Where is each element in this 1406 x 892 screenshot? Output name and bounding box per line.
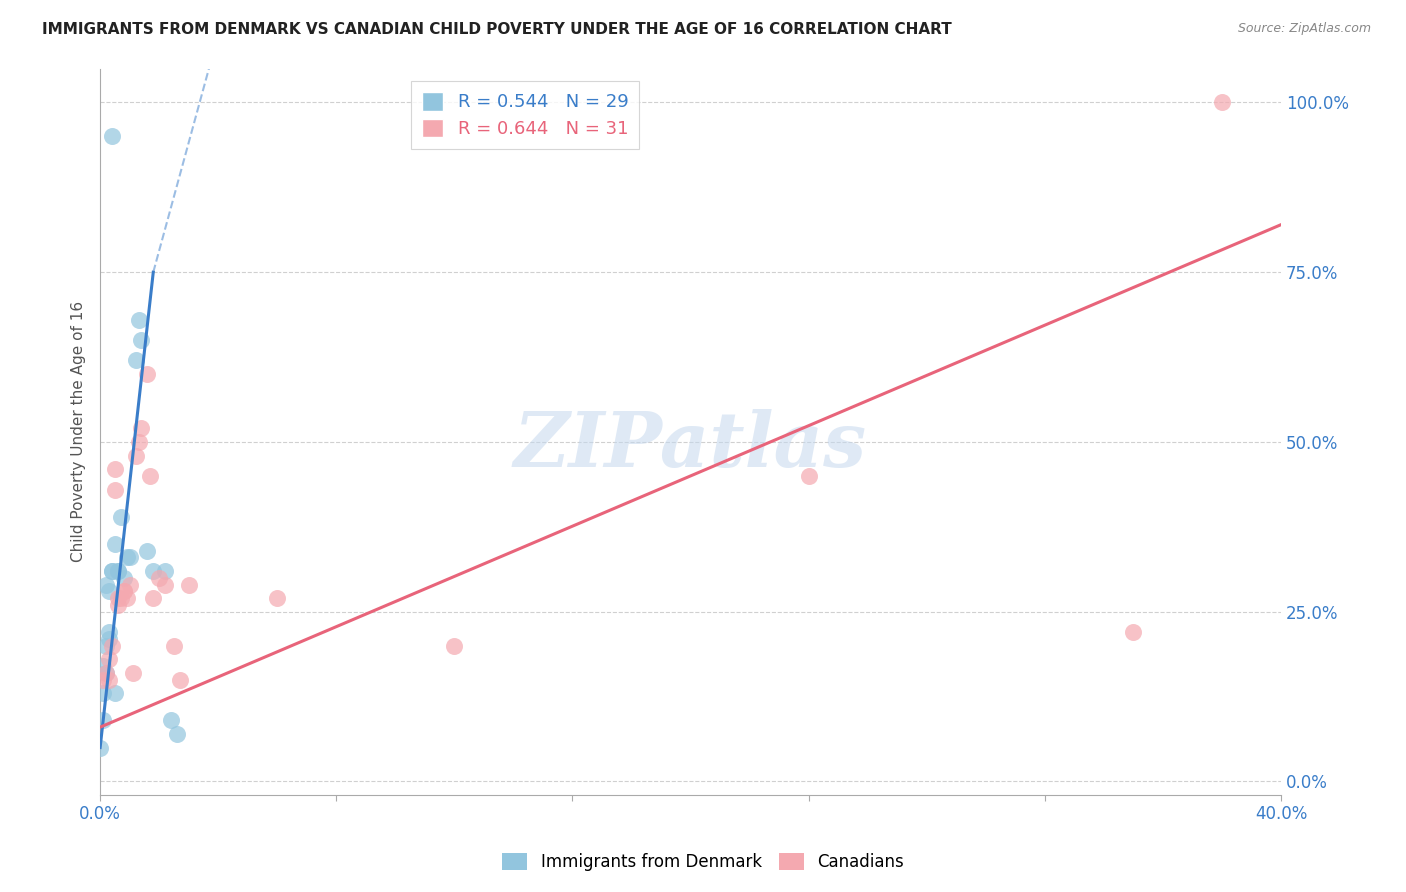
Canadians [443,639,465,653]
Immigrants from Denmark [118,550,141,565]
Canadians [148,571,170,585]
Text: Source: ZipAtlas.com: Source: ZipAtlas.com [1237,22,1371,36]
Canadians [101,639,124,653]
Immigrants from Denmark [94,665,117,680]
Legend: R = 0.544   N = 29, R = 0.644   N = 31: R = 0.544 N = 29, R = 0.644 N = 31 [411,81,640,149]
Text: IMMIGRANTS FROM DENMARK VS CANADIAN CHILD POVERTY UNDER THE AGE OF 16 CORRELATIO: IMMIGRANTS FROM DENMARK VS CANADIAN CHIL… [42,22,952,37]
Immigrants from Denmark [104,537,127,551]
Canadians [91,673,114,687]
Immigrants from Denmark [91,714,114,728]
Canadians [169,673,191,687]
Immigrants from Denmark [115,550,138,565]
Immigrants from Denmark [98,632,121,646]
Immigrants from Denmark [166,727,188,741]
Canadians [107,598,129,612]
Canadians [115,591,138,606]
Immigrants from Denmark [94,639,117,653]
Immigrants from Denmark [107,564,129,578]
Immigrants from Denmark [136,543,159,558]
Canadians [131,421,153,435]
Legend: Immigrants from Denmark, Canadians: Immigrants from Denmark, Canadians [494,845,912,880]
Immigrants from Denmark [101,564,124,578]
Immigrants from Denmark [98,584,121,599]
Immigrants from Denmark [91,659,114,673]
Canadians [98,673,121,687]
Canadians [112,584,135,599]
Canadians [136,367,159,381]
Immigrants from Denmark [142,564,165,578]
Canadians [98,652,121,666]
Canadians [104,462,127,476]
Canadians [163,639,186,653]
Canadians [107,591,129,606]
Immigrants from Denmark [107,564,129,578]
Canadians [121,665,143,680]
Immigrants from Denmark [160,714,183,728]
Immigrants from Denmark [101,129,124,144]
Text: ZIPatlas: ZIPatlas [515,409,868,483]
Canadians [124,449,146,463]
Immigrants from Denmark [131,333,153,347]
Immigrants from Denmark [104,686,127,700]
Immigrants from Denmark [112,571,135,585]
Canadians [94,665,117,680]
Immigrants from Denmark [91,686,114,700]
Canadians [153,577,176,591]
Canadians [142,591,165,606]
Canadians [177,577,200,591]
Immigrants from Denmark [124,353,146,368]
Canadians [139,469,162,483]
Immigrants from Denmark [94,577,117,591]
Canadians [266,591,288,606]
Immigrants from Denmark [110,509,132,524]
Immigrants from Denmark [153,564,176,578]
Canadians [118,577,141,591]
Y-axis label: Child Poverty Under the Age of 16: Child Poverty Under the Age of 16 [72,301,86,562]
Canadians [1122,625,1144,640]
Canadians [128,434,150,449]
Canadians [104,483,127,497]
Immigrants from Denmark [101,564,124,578]
Immigrants from Denmark [128,312,150,326]
Immigrants from Denmark [89,740,111,755]
Canadians [112,584,135,599]
Canadians [797,469,820,483]
Canadians [1211,95,1233,110]
Immigrants from Denmark [98,625,121,640]
Canadians [110,591,132,606]
